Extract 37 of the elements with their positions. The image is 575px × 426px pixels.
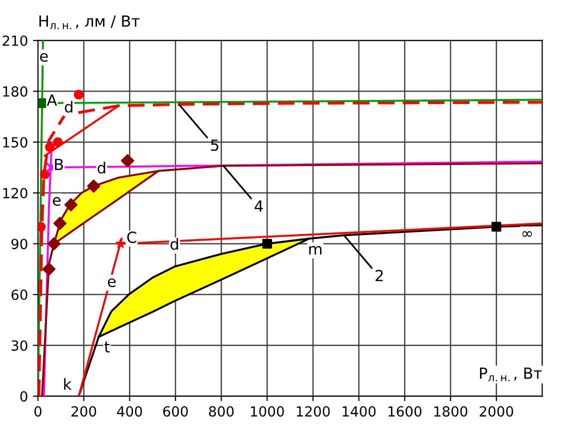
x-tick-label: 400 xyxy=(117,406,142,417)
y-tick-label: 150 xyxy=(3,137,28,148)
annotation: e xyxy=(40,53,48,62)
x-tick-label: 0 xyxy=(34,406,42,417)
y-tick-label: 0 xyxy=(20,391,28,402)
annotation: d xyxy=(170,238,178,250)
y-tick-label: 30 xyxy=(12,340,28,351)
y-tick-label: 180 xyxy=(3,86,28,97)
x-axis-title: P$_{л.н.}$, Вт xyxy=(480,368,542,382)
annotation: d xyxy=(98,162,106,174)
annotation: e xyxy=(108,278,116,288)
x-tick-label: 200 xyxy=(72,406,96,417)
x-tick-label: 600 xyxy=(163,406,188,417)
y-tick-label: 120 xyxy=(3,188,28,198)
x-tick-label: 1800 xyxy=(434,406,468,417)
annotation: 5 xyxy=(211,140,218,151)
x-tick-label: 1600 xyxy=(388,406,422,417)
annotation: A xyxy=(46,94,58,106)
annotation: k xyxy=(64,378,72,390)
annotation: B xyxy=(55,158,63,170)
annotation: 4 xyxy=(254,200,263,212)
annotation: 2 xyxy=(376,270,383,282)
x-tick-label: 2000 xyxy=(480,406,514,417)
annotation: ∞ xyxy=(522,231,532,237)
annotation: m xyxy=(309,246,322,255)
x-tick-label: 1000 xyxy=(251,406,284,417)
x-tick-label: 800 xyxy=(209,406,234,417)
y-axis-title: H$_{л.н.}$, лм / Вт xyxy=(39,15,140,30)
x-tick-label: 1200 xyxy=(296,406,330,417)
y-tick-label: 210 xyxy=(2,35,28,46)
annotation: t xyxy=(104,342,110,352)
annotation: d xyxy=(64,100,72,113)
annotation: C xyxy=(127,232,136,244)
x-tick-label: 1400 xyxy=(342,406,376,417)
annotation: e xyxy=(52,197,61,206)
y-tick-label: 90 xyxy=(11,238,28,250)
y-tick-label: 60 xyxy=(12,290,28,300)
